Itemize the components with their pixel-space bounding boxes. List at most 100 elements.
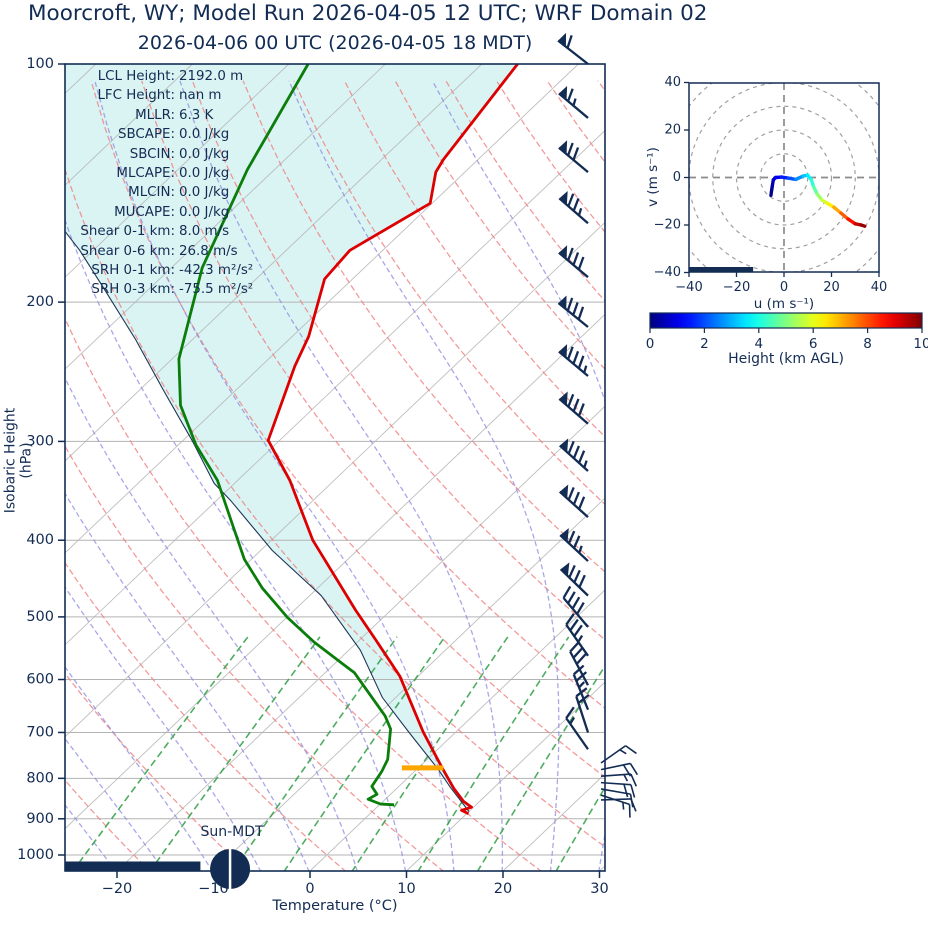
stat-value: 6.3 K: [179, 107, 214, 123]
stat-label: SBCIN:: [129, 146, 175, 162]
colorbar-tick-label: 4: [755, 336, 764, 352]
wind-barb: [558, 484, 589, 518]
stat-label: LCL Height:: [97, 69, 175, 84]
pressure-tick-label: 100: [26, 56, 54, 72]
hodograph-v-tick-label: 20: [664, 123, 681, 138]
hodograph-v-tick-label: −20: [654, 218, 681, 233]
pressure-axis-label: Isobaric Height (hPa): [2, 407, 35, 514]
hodograph-v-axis-label: v (m s⁻¹): [645, 147, 661, 207]
temperature-tick-label: 30: [590, 881, 608, 897]
temperature-axis-label: Temperature (°C): [272, 898, 398, 914]
stat-label: Shear 0-1 km:: [80, 224, 175, 240]
surface-elevation-bar: [65, 861, 201, 871]
wind-barb: [565, 706, 589, 750]
hodograph-ground-bar: [689, 267, 754, 272]
pressure-tick-label: 300: [26, 433, 54, 449]
wind-barb: [558, 140, 589, 174]
stat-value: 0.0 J/kg: [179, 146, 230, 162]
parcel-trace: [65, 231, 470, 812]
stat-row: MLLR: 6.3 K: [75, 106, 253, 125]
stat-value: 26.8 m/s: [179, 243, 238, 259]
wind-barb: [575, 687, 590, 733]
temperature-tick-labels: −20 −10 0 10 20 30: [102, 871, 609, 897]
valid-time-subtitle: 2026-04-06 00 UTC (2026-04-05 18 MDT): [137, 32, 533, 54]
colorbar-tick-label: 2: [700, 336, 709, 352]
hodograph-u-tick-label: −40: [675, 280, 702, 295]
stat-row: LFC Height: nan m: [75, 86, 253, 105]
skewt-plot-area: [65, 64, 605, 871]
hodograph: −40−40 −20 −20 0 0 20 20 40 40: [654, 75, 888, 295]
wind-barb: [559, 528, 589, 562]
stat-row: Shear 0-1 km: 8.0 m/s: [75, 222, 253, 241]
sun-marker-label: Sun-MDT: [200, 824, 264, 840]
wind-barb: [558, 191, 589, 225]
stat-label: SRH 0-1 km:: [91, 263, 175, 279]
pressure-tick-label: 500: [26, 609, 54, 625]
stat-label: SRH 0-3 km:: [91, 282, 175, 298]
temperature-curve: [266, 64, 519, 816]
dewpoint-curve: [177, 64, 395, 807]
wind-barb: [565, 613, 589, 657]
colorbar: 0 2 4 6 8 10: [646, 312, 928, 352]
pressure-tick-label: 800: [26, 770, 54, 786]
wind-barb: [559, 562, 589, 597]
stat-value: -75.5 m²/s²: [179, 282, 254, 298]
isotherms: [65, 64, 605, 871]
hodograph-u-tick-label: 20: [823, 280, 840, 295]
stat-value: -42.3 m²/s²: [179, 263, 254, 279]
stat-row: SRH 0-3 km: -75.5 m²/s²: [75, 280, 253, 299]
temperature-tick-label: 10: [397, 881, 415, 897]
stat-value: 0.0 J/kg: [179, 166, 230, 182]
wind-barb: [558, 245, 589, 279]
temperature-tick-label: 0: [305, 881, 314, 897]
stat-value: 0.0 J/kg: [179, 204, 230, 220]
colorbar-tick-label: 0: [646, 336, 655, 352]
wind-barbs: [557, 32, 639, 818]
pressure-tick-label: 200: [26, 294, 54, 310]
wind-barb: [557, 32, 589, 65]
wind-barb: [558, 344, 589, 377]
sun-marker: [210, 849, 251, 889]
stat-value: 0.0 J/kg: [179, 185, 230, 201]
stat-label: MLLR:: [135, 107, 175, 123]
pressure-tick-label: 600: [26, 672, 54, 688]
hodograph-v-tick-label: 0: [673, 170, 681, 185]
hodograph-trace: [769, 173, 867, 228]
stat-label: SBCAPE:: [117, 127, 175, 143]
wind-barb: [558, 438, 589, 472]
stat-row: Shear 0-6 km: 26.8 m/s: [75, 242, 253, 261]
wind-barb: [558, 391, 589, 425]
stat-label: LFC Height:: [97, 88, 175, 104]
colorbar-tick-label: 8: [863, 336, 872, 352]
stat-value: nan m: [179, 88, 222, 104]
pressure-tick-label: 700: [26, 724, 54, 740]
cin-shade-area: [65, 64, 518, 814]
stats-box: LCL Height: 2192.0 m LFC Height: nan m MLLR:…: [75, 67, 253, 300]
moist-adiabats: [65, 80, 605, 871]
stat-label: MUCAPE:: [114, 204, 175, 220]
pressure-tick-label: 1000: [17, 847, 54, 863]
stat-value: 8.0 m/s: [179, 224, 230, 240]
skewt-axes-box: [64, 63, 606, 872]
wind-barb: [562, 585, 589, 628]
wind-barb: [600, 798, 637, 812]
hodograph-u-tick-label: −20: [723, 280, 750, 295]
colorbar-tick-label: 6: [809, 336, 818, 352]
stat-label: Shear 0-6 km:: [80, 243, 175, 259]
temperature-tick-label: −20: [102, 881, 133, 897]
stat-value: 0.0 J/kg: [179, 127, 230, 143]
stat-row: MUCAPE: 0.0 J/kg: [75, 203, 253, 222]
hodograph-v-tick-label: −40: [654, 265, 681, 280]
stat-row: MLCIN: 0.0 J/kg: [75, 183, 253, 202]
stat-row: SBCAPE: 0.0 J/kg: [75, 125, 253, 144]
stat-row: SBCIN: 0.0 J/kg: [75, 145, 253, 164]
stat-value: 2192.0 m: [179, 69, 244, 84]
page-title: Moorcroft, WY; Model Run 2026-04-05 12 U…: [28, 1, 708, 26]
stat-row: LCL Height: 2192.0 m: [75, 67, 253, 86]
wind-barb: [557, 295, 589, 328]
pressure-gridlines: [65, 64, 605, 856]
stat-label: MLCAPE:: [116, 166, 175, 182]
colorbar-label: Height (km AGL): [728, 351, 844, 367]
